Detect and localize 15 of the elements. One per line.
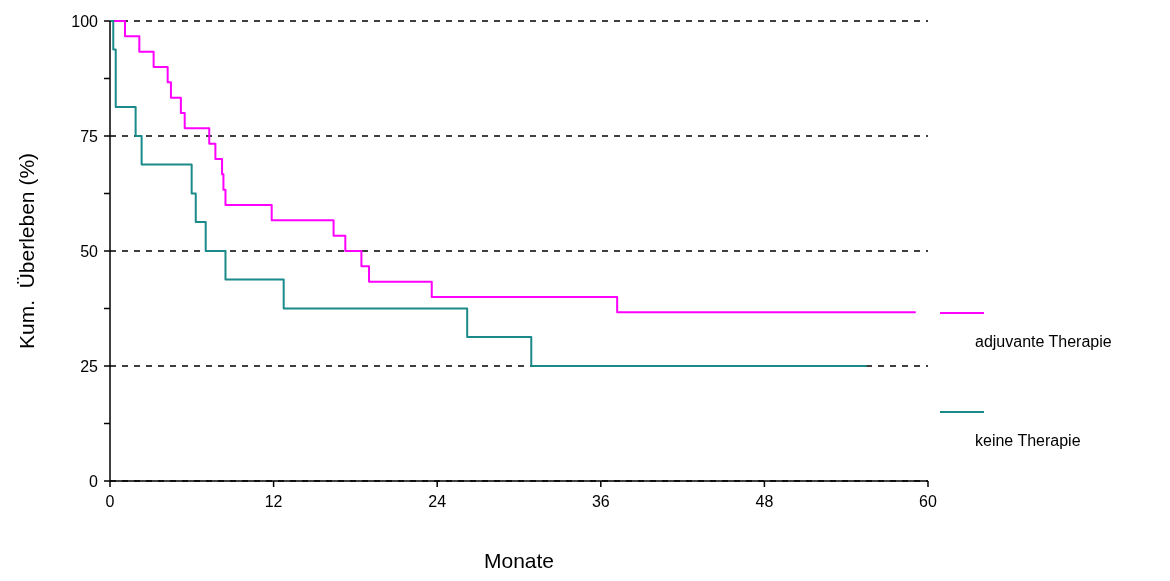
x-tick-label: 36	[591, 493, 610, 510]
x-tick-label: 60	[919, 493, 937, 510]
y-tick-label: 0	[89, 472, 99, 490]
x-tick-label: 24	[428, 493, 447, 510]
x-axis-title: Monate	[483, 549, 555, 572]
x-tick-label: 48	[755, 493, 774, 510]
x-tick-label: 0	[105, 493, 115, 510]
text: adjuvante Therapie	[975, 333, 1112, 350]
y-tick-label: 100	[71, 12, 99, 30]
text: keine Therapie	[975, 432, 1081, 449]
y-axis-title: Kum. Überleben (%)	[15, 152, 38, 350]
y-tick-label: 25	[80, 357, 99, 375]
x-tick-label: 12	[264, 493, 283, 510]
y-tick-label: 50	[80, 242, 99, 260]
y-tick-label: 75	[80, 127, 99, 145]
